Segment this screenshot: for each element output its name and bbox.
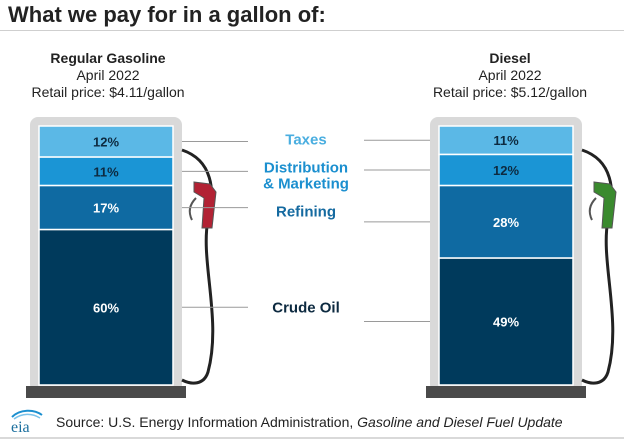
component-label: Distribution: [264, 159, 348, 176]
svg-text:eia: eia: [11, 419, 30, 435]
pump-price: Retail price: $5.12/gallon: [432, 84, 588, 100]
component-label: & Marketing: [263, 175, 349, 192]
pump-name: Regular Gasoline: [50, 50, 166, 66]
data-label: 17%: [93, 201, 119, 216]
data-label: 60%: [93, 300, 119, 315]
pump-date: April 2022: [76, 67, 140, 83]
eia-logo: eia: [11, 409, 43, 435]
bar-segment: [438, 257, 574, 386]
pump-name: Diesel: [489, 50, 531, 66]
source-text: Source: U.S. Energy Information Administ…: [56, 414, 358, 430]
component-label: Refining: [276, 204, 336, 221]
pump-date: April 2022: [478, 67, 542, 83]
pump-hose: [181, 148, 215, 385]
bottom-divider: [0, 437, 624, 439]
bar-segment: [38, 228, 174, 386]
data-label: 49%: [493, 315, 519, 330]
pump-header-gasoline: Regular Gasoline April 2022 Retail price…: [18, 50, 198, 101]
component-label: Crude Oil: [272, 299, 340, 316]
nozzle-trigger: [188, 197, 197, 221]
pump-hose: [581, 148, 615, 385]
nozzle-trigger: [588, 197, 597, 221]
data-label: 11%: [493, 133, 519, 148]
pump-base: [26, 386, 186, 398]
data-label: 11%: [93, 164, 119, 179]
source-publication: Gasoline and Diesel Fuel Update: [357, 414, 563, 430]
pump-price: Retail price: $4.11/gallon: [31, 84, 185, 100]
chart-title: What we pay for in a gallon of:: [8, 2, 326, 27]
data-label: 12%: [493, 163, 519, 178]
component-label: Taxes: [285, 132, 326, 149]
title-divider: [0, 30, 624, 31]
pump-header-diesel: Diesel April 2022 Retail price: $5.12/ga…: [412, 50, 608, 101]
source-note: Source: U.S. Energy Information Administ…: [56, 414, 563, 430]
bar-segment: [438, 184, 574, 259]
pump-base: [426, 386, 586, 398]
fuel-nozzle: [593, 181, 617, 229]
data-label: 28%: [493, 215, 519, 230]
data-label: 12%: [93, 135, 119, 150]
fuel-nozzle: [193, 181, 217, 229]
footer: eia Source: U.S. Energy Information Admi…: [8, 405, 618, 435]
bar-segment: [438, 125, 574, 156]
